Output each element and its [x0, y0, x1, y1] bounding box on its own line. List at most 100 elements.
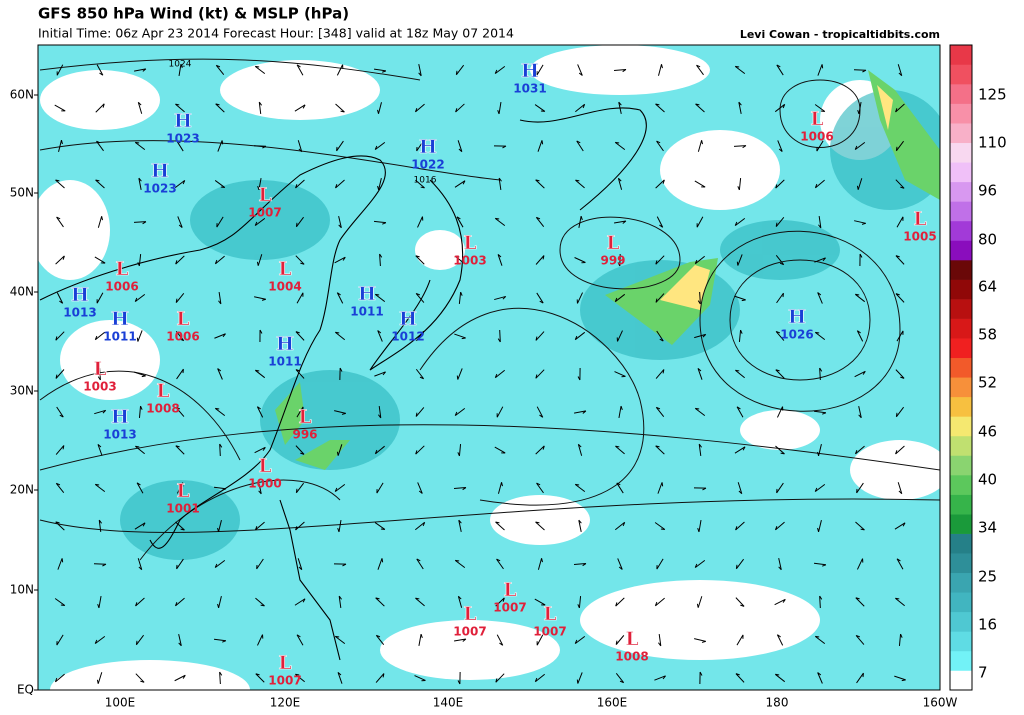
- center-symbol: L: [176, 480, 189, 502]
- wind-arrow: [175, 521, 185, 531]
- colorbar-swatch: [950, 455, 972, 476]
- lat-label: 60N: [10, 88, 34, 102]
- wind-arrow: [574, 410, 587, 414]
- wind-arrow: [458, 291, 463, 305]
- wind-arrow: [56, 406, 64, 418]
- lat-label: 10N: [10, 583, 34, 597]
- colorbar-swatch: [950, 338, 972, 359]
- colorbar-label: 34: [978, 519, 997, 537]
- wind-arrow: [334, 483, 346, 493]
- wind-arrow: [857, 102, 862, 115]
- wind-arrow: [455, 255, 465, 265]
- center-symbol: H: [71, 284, 89, 306]
- wind-arrow: [733, 145, 747, 149]
- wind-arrow: [55, 482, 65, 493]
- wind-arrow: [697, 367, 703, 380]
- wind-arrow: [55, 331, 65, 341]
- colorbar-swatch: [950, 357, 972, 378]
- wind-arrow: [98, 519, 102, 533]
- wind-arrow: [133, 221, 147, 225]
- wind-arrow: [817, 672, 823, 684]
- wind-arrow: [455, 64, 465, 76]
- wind-arrow: [856, 178, 863, 190]
- wind-arrow: [855, 597, 865, 607]
- colorbar-swatch: [950, 670, 972, 691]
- wind-arrow: [377, 178, 382, 190]
- wind-arrow: [575, 103, 586, 113]
- lon-label: 160W: [923, 696, 958, 710]
- wind-arrow: [694, 255, 705, 265]
- wind-arrow: [897, 482, 903, 495]
- wind-arrow: [416, 558, 424, 570]
- wind-arrow: [895, 445, 905, 455]
- wind-arrow: [296, 292, 304, 304]
- wind-arrow: [695, 103, 705, 113]
- wind-arrow: [55, 255, 65, 265]
- center-symbol: L: [543, 603, 556, 625]
- wind-arrow: [415, 407, 425, 417]
- wind-arrow: [694, 638, 706, 643]
- wind-arrow: [859, 253, 863, 267]
- title: GFS 850 hPa Wind (kt) & MSLP (hPa): [38, 5, 349, 23]
- wind-arrow: [655, 445, 665, 455]
- wind-arrow: [94, 256, 106, 264]
- wind-arrow: [55, 521, 65, 531]
- wind-arrow: [335, 179, 345, 189]
- wind-arrow: [337, 671, 343, 684]
- wind-arrow: [373, 220, 387, 225]
- wind-arrow: [537, 558, 543, 570]
- colorbar-label: 40: [978, 471, 997, 489]
- colorbar-swatch: [950, 377, 972, 398]
- wind-arrow: [334, 256, 346, 264]
- colorbar: 125 110 96 80 64 58 52 46 40 34 25 16 7: [949, 44, 1007, 691]
- wind-arrow: [776, 634, 784, 646]
- wind-arrow: [736, 406, 744, 418]
- wind-arrow: [895, 406, 905, 418]
- wind-arrow: [658, 633, 662, 647]
- wind-arrow: [854, 220, 866, 225]
- colorbar-swatch: [950, 553, 972, 574]
- wind-arrow: [817, 292, 823, 304]
- center-pressure: 1003: [453, 254, 486, 268]
- wind-arrow: [296, 634, 304, 646]
- center-pressure: 1006: [166, 330, 199, 344]
- wind-arrow: [578, 519, 582, 532]
- wind-arrow: [56, 64, 64, 76]
- wind-arrow: [496, 406, 504, 418]
- wind-arrow: [134, 293, 146, 303]
- wind-arrow: [138, 405, 143, 419]
- wind-arrow: [254, 296, 267, 301]
- center-symbol: L: [463, 603, 476, 625]
- wind-arrow: [775, 217, 785, 227]
- wind-arrow: [94, 483, 106, 493]
- wind-arrow: [494, 446, 506, 454]
- credit: Levi Cowan - tropicaltidbits.com: [740, 28, 940, 41]
- wind-arrow: [774, 103, 786, 113]
- wind-arrow: [254, 65, 266, 75]
- wind-arrow: [494, 65, 506, 75]
- center-symbol: H: [419, 136, 437, 158]
- colorbar-swatch: [950, 416, 972, 437]
- wind-arrow: [58, 140, 63, 152]
- wind-arrow: [735, 521, 745, 531]
- isobar-label: 1016: [414, 176, 437, 186]
- wind-arrow: [56, 292, 64, 304]
- wind-arrow: [253, 145, 267, 149]
- wind-arrow: [775, 179, 785, 189]
- wind-arrow: [136, 330, 143, 342]
- wind-arrow: [614, 293, 626, 303]
- wind-arrow: [178, 634, 182, 647]
- wind-arrow: [894, 522, 906, 530]
- wind-arrow: [534, 104, 546, 112]
- wind-arrow: [296, 64, 304, 76]
- wind-arrow: [176, 558, 184, 570]
- wind-arrow: [615, 445, 625, 455]
- wind-arrow: [898, 633, 903, 647]
- wind-arrow: [536, 482, 544, 494]
- center-pressure: 996: [292, 428, 317, 442]
- wind-arrow: [176, 140, 184, 152]
- wind-arrow: [338, 216, 342, 229]
- wind-arrow: [138, 177, 142, 190]
- center-pressure: 999: [600, 254, 625, 268]
- lat-label: 20N: [10, 483, 34, 497]
